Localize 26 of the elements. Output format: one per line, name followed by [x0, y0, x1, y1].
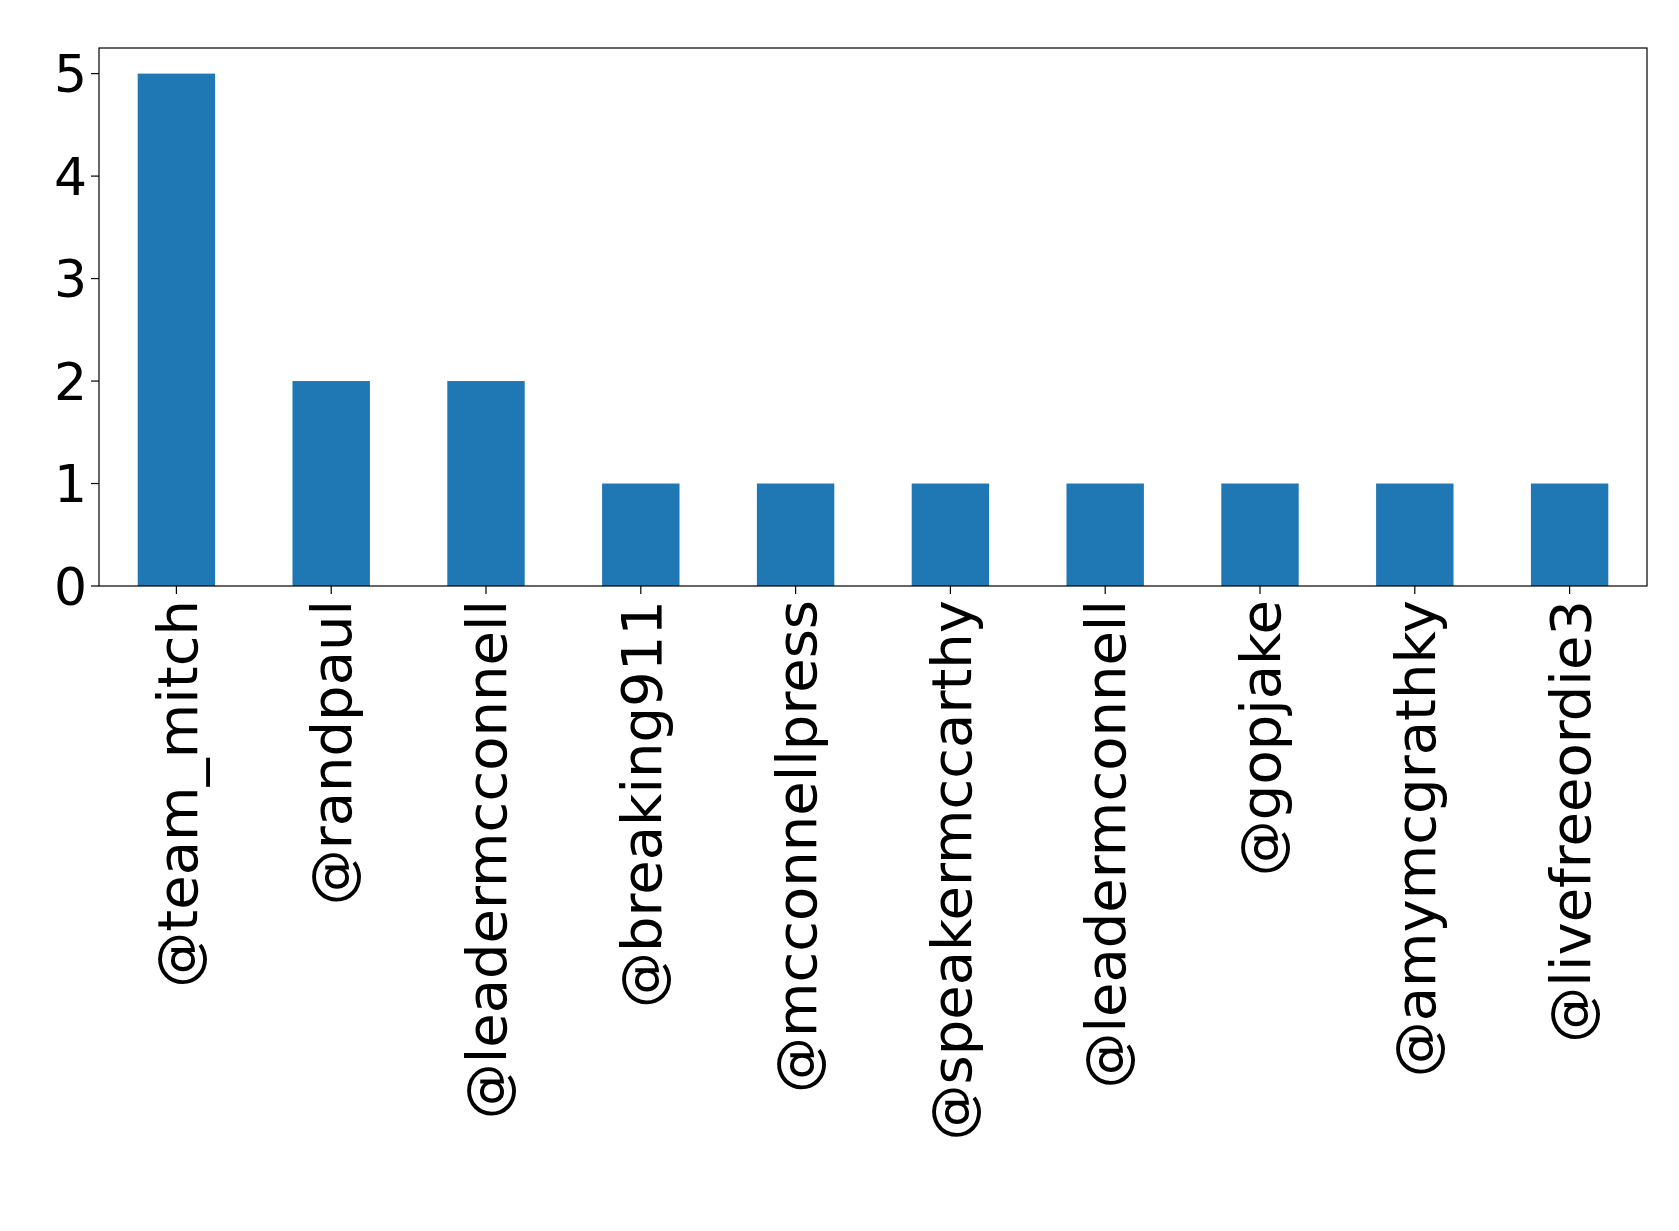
bar: [292, 381, 370, 586]
bar: [1221, 483, 1299, 586]
y-tick-label: 4: [53, 146, 87, 207]
x-tick-label: @amymcgrathky: [1382, 600, 1448, 1078]
x-tick-label: @mcconnellpress: [763, 600, 829, 1094]
x-tick-label: @randpaul: [299, 600, 365, 906]
y-tick-label: 1: [53, 454, 87, 515]
bar: [1066, 483, 1144, 586]
bar: [137, 73, 216, 586]
y-tick-label: 2: [53, 351, 87, 412]
bar: [756, 483, 835, 586]
x-tick-label: @speakermccarthy: [918, 600, 984, 1141]
y-tick-label: 3: [53, 249, 87, 310]
x-tick-label: @livefreeordie3: [1537, 600, 1603, 1043]
bar: [602, 483, 680, 586]
bar: [911, 483, 990, 586]
x-tick-label: @leadermconnell: [1073, 600, 1139, 1089]
x-tick-label: @breaking911: [608, 600, 674, 1009]
y-tick-label: 5: [53, 44, 87, 105]
bar: [1376, 483, 1454, 586]
x-tick-label: @gopjake: [1228, 600, 1294, 877]
bar: [1530, 483, 1609, 586]
x-tick-label: @leadermcconnell: [454, 600, 520, 1120]
x-tick-label: @team_mitch: [144, 600, 210, 988]
bar: [447, 381, 525, 586]
y-tick-label: 0: [53, 556, 87, 617]
